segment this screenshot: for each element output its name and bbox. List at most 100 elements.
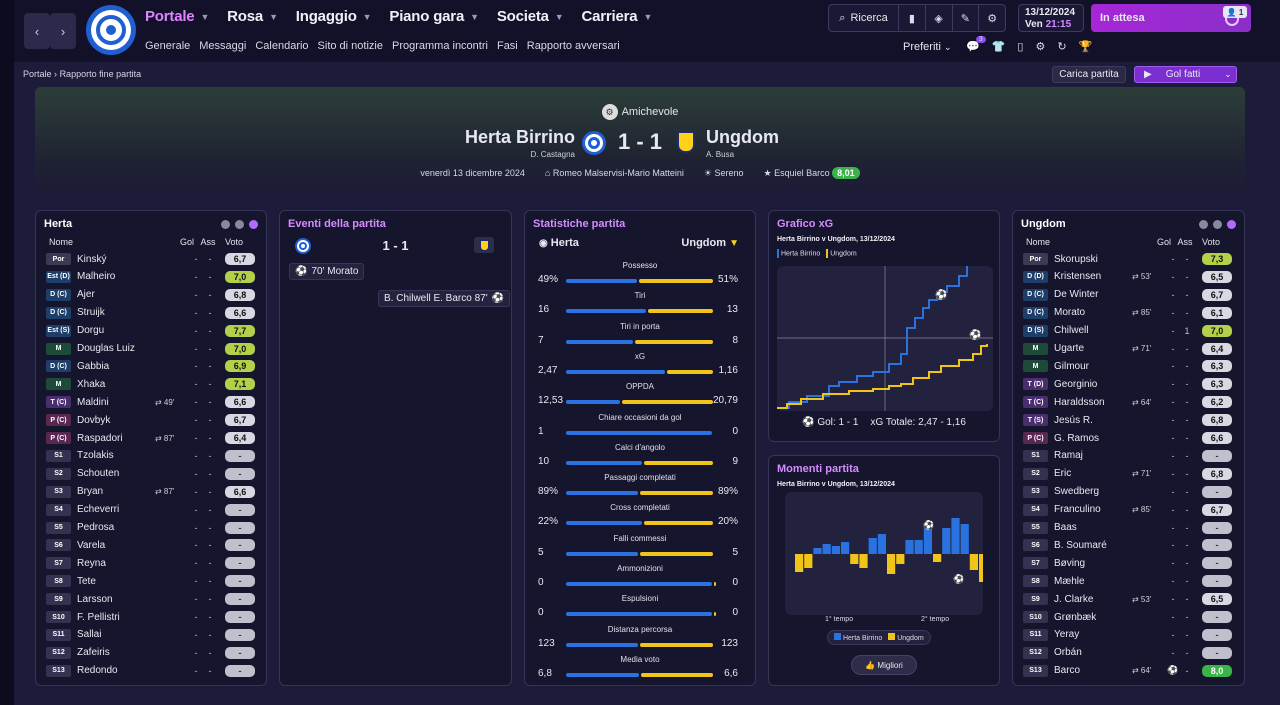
player-name[interactable]: Dorgu	[77, 325, 105, 337]
player-name[interactable]: Reyna	[77, 557, 106, 569]
player-row[interactable]: S2 Eric ⇄ 71' - - 6,8	[1023, 466, 1233, 482]
player-name[interactable]: Barco	[1054, 665, 1081, 677]
player-row[interactable]: Por Skorupski - - 7,3	[1023, 251, 1233, 267]
player-row[interactable]: Est (S) Dorgu - - 7,7	[46, 323, 256, 339]
player-row[interactable]: T (C) Haraldsson ⇄ 64' - - 6,2	[1023, 394, 1233, 410]
player-name[interactable]: Bøving	[1054, 557, 1086, 569]
nav-rosa[interactable]: Rosa ▼	[227, 8, 278, 25]
player-row[interactable]: S4 Echeverri - - -	[46, 502, 256, 518]
player-name[interactable]: Mæhle	[1054, 575, 1085, 587]
player-name[interactable]: Struijk	[77, 307, 105, 319]
nav-societa[interactable]: Societa ▼	[497, 8, 564, 25]
player-row[interactable]: S5 Baas - - -	[1023, 520, 1233, 536]
player-name[interactable]: Kristensen	[1054, 271, 1102, 283]
player-name[interactable]: Baas	[1054, 522, 1077, 533]
player-name[interactable]: Dovbyk	[77, 414, 111, 426]
player-row[interactable]: Est (D) Malheiro - - 7,0	[46, 269, 256, 285]
player-name[interactable]: Redondo	[77, 665, 118, 677]
player-row[interactable]: S10 Grønbæk - - -	[1023, 609, 1233, 625]
chat-icon[interactable]: 💬 3	[966, 36, 986, 53]
player-name[interactable]: Ajer	[77, 289, 95, 301]
player-row[interactable]: S5 Pedrosa - - -	[46, 520, 256, 536]
subnav-fasi[interactable]: Fasi	[496, 40, 518, 52]
player-row[interactable]: T (D) Georginio - - 6,3	[1023, 376, 1233, 392]
player-row[interactable]: S12 Zafeiris - - -	[46, 645, 256, 661]
continue-button[interactable]: In attesa 👤 1	[1091, 4, 1251, 32]
subnav-sito-notizie[interactable]: Sito di notizie	[317, 40, 383, 52]
player-name[interactable]: Franculino	[1054, 504, 1101, 516]
player-name[interactable]: Sallai	[77, 629, 102, 641]
bookmark-icon[interactable]: ▮	[899, 5, 926, 31]
player-name[interactable]: Yeray	[1054, 629, 1080, 641]
player-row[interactable]: S2 Schouten - - -	[46, 466, 256, 482]
gear-icon[interactable]: ⚙	[987, 12, 998, 25]
player-row[interactable]: S7 Reyna - - -	[46, 555, 256, 571]
player-row[interactable]: T (C) Maldini ⇄ 49' - - 6,6	[46, 394, 256, 410]
best-moments-button[interactable]: 👍 Migliori	[851, 655, 917, 675]
away-team-name[interactable]: Ungdom	[706, 127, 779, 147]
player-name[interactable]: Ugarte	[1054, 343, 1085, 354]
player-name[interactable]: Grønbæk	[1054, 611, 1097, 623]
subnav-programma[interactable]: Programma incontri	[391, 40, 488, 52]
player-row[interactable]: S8 Tete - - -	[46, 573, 256, 589]
player-name[interactable]: Schouten	[77, 468, 120, 480]
player-name[interactable]: Xhaka	[77, 378, 106, 390]
trophy-icon[interactable]: 🏆	[1078, 41, 1093, 53]
player-name[interactable]: Tete	[77, 575, 96, 587]
dot-active[interactable]	[1227, 220, 1236, 229]
player-of-match[interactable]: ★ Esquiel Barco 8,01	[764, 167, 860, 179]
player-row[interactable]: T (S) Jesús R. - - 6,8	[1023, 412, 1233, 428]
player-row[interactable]: S6 B. Soumaré - - -	[1023, 537, 1233, 553]
player-row[interactable]: S13 Redondo - - -	[46, 663, 256, 679]
player-name[interactable]: Echeverri	[77, 504, 120, 516]
player-row[interactable]: S9 J. Clarke ⇄ 53' - - 6,5	[1023, 591, 1233, 607]
player-row[interactable]: S3 Bryan ⇄ 87' - - 6,6	[46, 484, 256, 500]
player-row[interactable]: S8 Mæhle - - -	[1023, 573, 1233, 589]
player-row[interactable]: D (C) Morato ⇄ 85' - - 6,1	[1023, 305, 1233, 321]
player-row[interactable]: P (C) Dovbyk - - 6,7	[46, 412, 256, 428]
breadcrumb-root[interactable]: Portale	[23, 69, 52, 79]
shirt-icon[interactable]: 👕	[991, 41, 1006, 53]
load-match-button[interactable]: Carica partita	[1052, 66, 1126, 83]
dot[interactable]	[1199, 220, 1208, 229]
player-row[interactable]: S1 Ramaj - - -	[1023, 448, 1233, 464]
home-team-name[interactable]: Herta Birrino	[464, 127, 575, 147]
player-name[interactable]: F. Pellistri	[77, 611, 120, 623]
away-manager[interactable]: A. Busa	[706, 150, 735, 159]
player-row[interactable]: Por Kinský - - 6,7	[46, 251, 256, 267]
home-manager[interactable]: D. Castagna	[530, 150, 575, 159]
player-row[interactable]: M Ugarte ⇄ 71' - - 6,4	[1023, 341, 1233, 357]
player-row[interactable]: S11 Yeray - - -	[1023, 627, 1233, 643]
dot[interactable]	[235, 220, 244, 229]
player-name[interactable]: Swedberg	[1054, 486, 1100, 498]
player-row[interactable]: S12 Orbán - - -	[1023, 645, 1233, 661]
player-name[interactable]: Eric	[1054, 468, 1072, 480]
player-name[interactable]: Raspadori	[77, 432, 123, 444]
player-name[interactable]: Morato	[1054, 307, 1086, 319]
player-name[interactable]: Skorupski	[1054, 253, 1098, 265]
subnav-messaggi[interactable]: Messaggi	[199, 40, 247, 52]
search-button[interactable]: ⌕ Ricerca	[829, 5, 899, 31]
nav-piano-gara[interactable]: Piano gara ▼	[389, 8, 479, 25]
player-name[interactable]: Jesús R.	[1054, 414, 1093, 426]
club-logo[interactable]	[86, 5, 136, 55]
player-name[interactable]: Gabbia	[77, 360, 110, 372]
player-name[interactable]: J. Clarke	[1054, 593, 1094, 605]
player-name[interactable]: Tzolakis	[77, 450, 114, 462]
nav-portale[interactable]: Portale ▼	[145, 8, 209, 25]
player-name[interactable]: Kinský	[77, 253, 107, 265]
player-row[interactable]: S4 Franculino ⇄ 85' - - 6,7	[1023, 502, 1233, 518]
player-name[interactable]: Varela	[77, 539, 106, 551]
player-name[interactable]: Bryan	[77, 486, 104, 498]
game-date[interactable]: 13/12/2024 Ven 21:15	[1018, 4, 1084, 32]
subnav-calendario[interactable]: Calendario	[255, 40, 309, 52]
dot[interactable]	[1213, 220, 1222, 229]
view-dots[interactable]	[221, 220, 258, 229]
goals-dropdown[interactable]: ▶ Gol fatti ⌄	[1134, 66, 1237, 83]
dot[interactable]	[221, 220, 230, 229]
nav-ingaggio[interactable]: Ingaggio ▼	[296, 8, 372, 25]
player-name[interactable]: Pedrosa	[77, 522, 115, 533]
player-name[interactable]: Zafeiris	[77, 647, 110, 659]
home-goal-event[interactable]: ⚽ 70' Morato	[289, 263, 365, 280]
player-name[interactable]: Douglas Luiz	[77, 343, 135, 354]
